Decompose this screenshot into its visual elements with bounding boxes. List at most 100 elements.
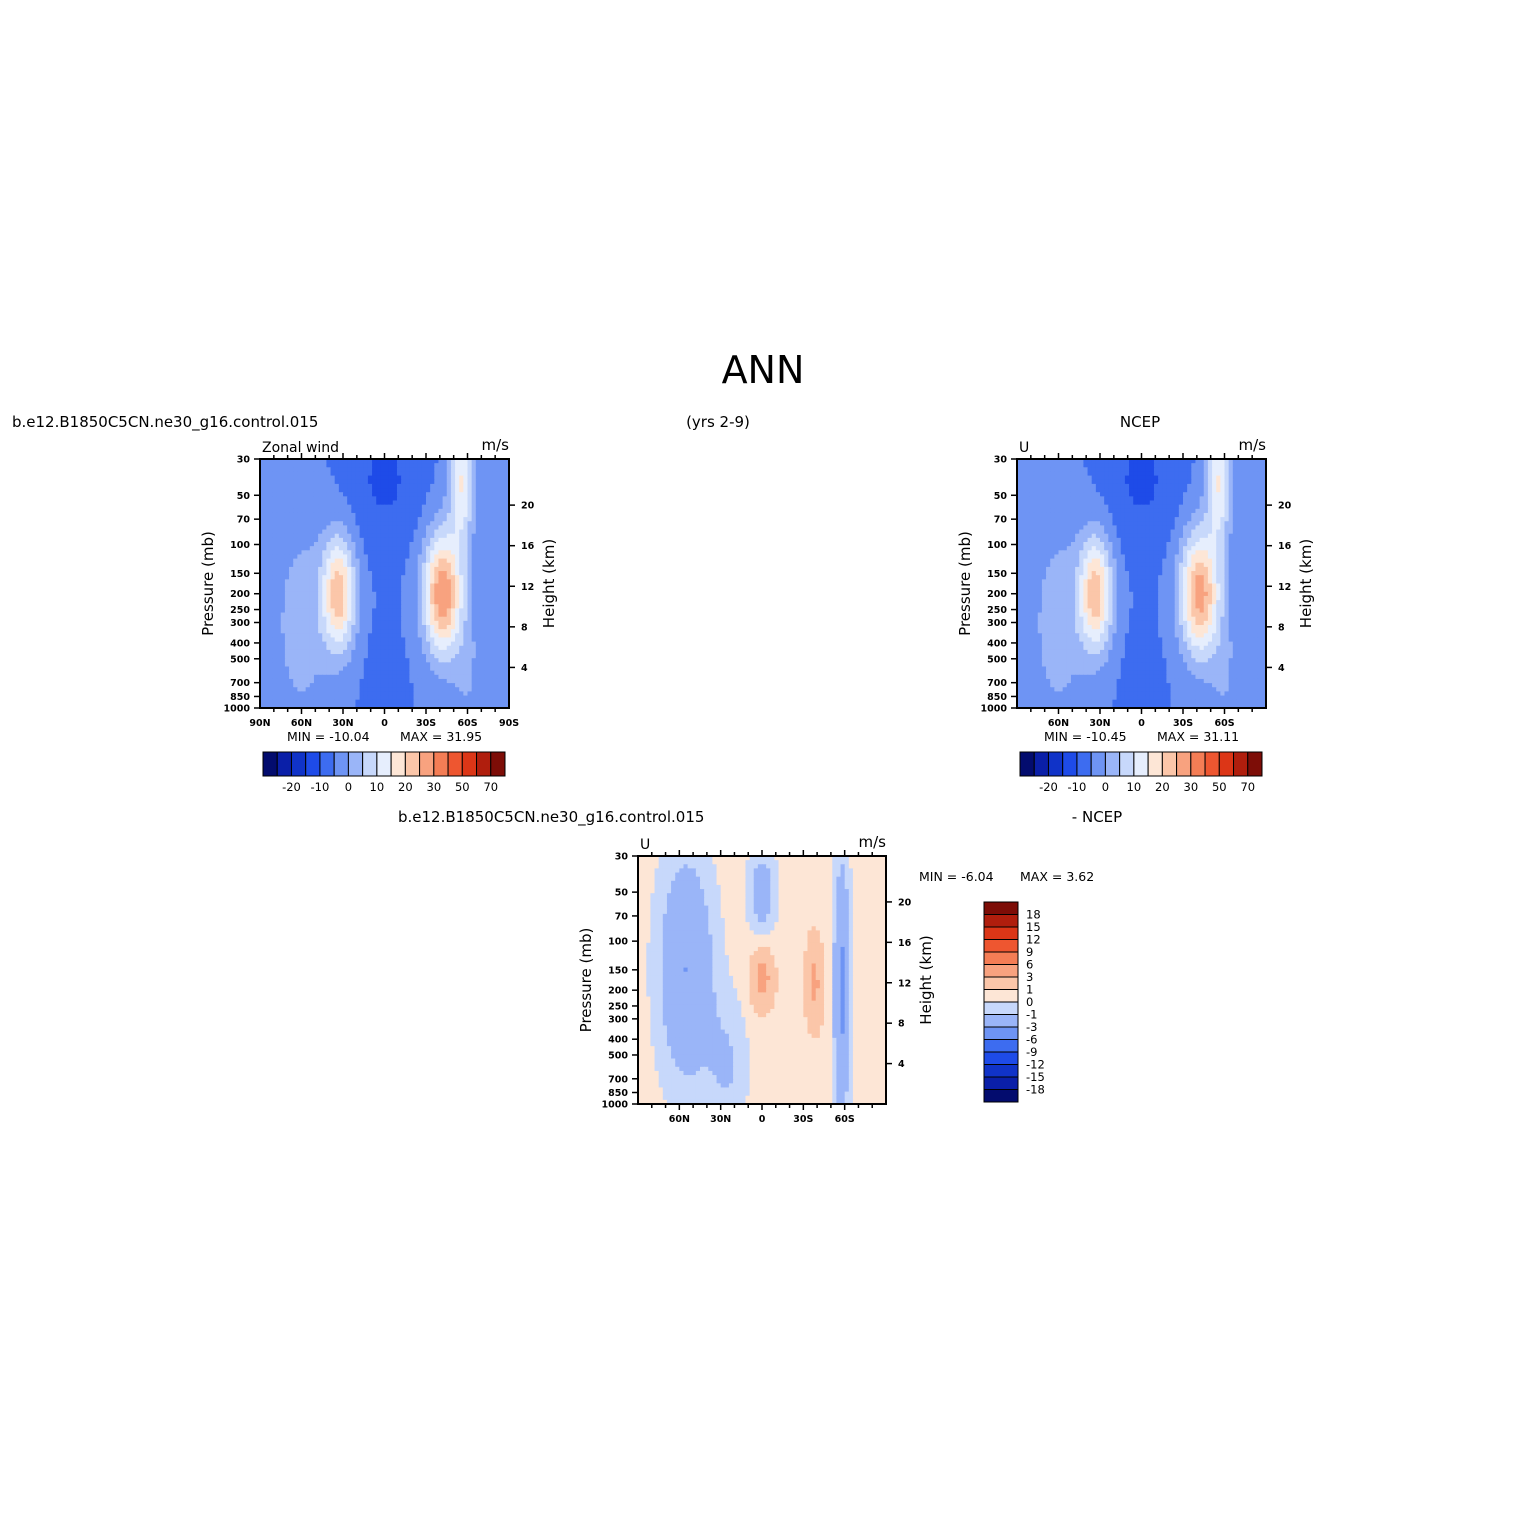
field-cell xyxy=(351,625,356,630)
field-cell xyxy=(331,530,336,535)
field-cell xyxy=(501,658,506,663)
field-cell xyxy=(476,501,481,506)
field-cell xyxy=(372,600,377,605)
field-cell xyxy=(414,608,419,613)
field-cell xyxy=(318,675,323,680)
field-cell xyxy=(331,629,336,634)
field-cell xyxy=(297,563,302,568)
field-cell xyxy=(297,484,302,489)
field-cell xyxy=(1254,463,1259,468)
field-cell xyxy=(434,658,439,663)
field-cell xyxy=(264,530,269,535)
field-cell xyxy=(1191,476,1196,481)
field-cell xyxy=(455,525,460,530)
field-cell xyxy=(380,530,385,535)
field-cell xyxy=(414,559,419,564)
field-cell xyxy=(438,633,443,638)
field-cell xyxy=(310,471,315,476)
field-cell xyxy=(302,480,307,485)
field-cell xyxy=(1117,509,1122,514)
field-cell xyxy=(355,642,360,647)
field-cell xyxy=(268,592,273,597)
field-cell xyxy=(418,600,423,605)
field-cell xyxy=(264,517,269,522)
field-cell xyxy=(443,621,448,626)
field-cell xyxy=(1071,488,1076,493)
field-cell xyxy=(451,642,456,647)
field-cell xyxy=(418,691,423,696)
field-cell xyxy=(476,637,481,642)
field-cell xyxy=(339,633,344,638)
x-tick-label: 60N xyxy=(291,718,312,729)
field-cell xyxy=(1241,505,1246,510)
field-cell xyxy=(443,521,448,526)
field-cell xyxy=(414,667,419,672)
field-cell xyxy=(418,579,423,584)
field-cell xyxy=(1208,488,1213,493)
field-cell xyxy=(343,525,348,530)
field-cell xyxy=(472,505,477,510)
field-cell xyxy=(497,471,502,476)
field-cell xyxy=(405,658,410,663)
field-cell xyxy=(310,546,315,551)
field-cell xyxy=(326,588,331,593)
field-cell xyxy=(1200,501,1205,506)
field-cell xyxy=(434,600,439,605)
field-cell xyxy=(364,488,369,493)
field-cell xyxy=(285,559,290,564)
field-cell xyxy=(1133,509,1138,514)
field-cell xyxy=(472,496,477,501)
field-cell xyxy=(1216,542,1221,547)
field-cell xyxy=(484,600,489,605)
field-cell xyxy=(1171,542,1176,547)
field-cell xyxy=(389,650,394,655)
field-cell xyxy=(302,471,307,476)
field-cell xyxy=(306,584,311,589)
field-cell xyxy=(322,637,327,642)
field-cell xyxy=(293,604,298,609)
field-cell xyxy=(355,496,360,501)
field-cell xyxy=(422,608,427,613)
field-cell xyxy=(1121,476,1126,481)
field-cell xyxy=(1075,501,1080,506)
field-cell xyxy=(1233,513,1238,518)
field-cell xyxy=(426,687,431,692)
field-cell xyxy=(1108,525,1113,530)
field-cell xyxy=(306,691,311,696)
field-cell xyxy=(468,538,473,543)
field-cell xyxy=(351,691,356,696)
field-cell xyxy=(430,484,435,489)
field-cell xyxy=(501,488,506,493)
field-cell xyxy=(1154,534,1159,539)
field-cell xyxy=(289,617,294,622)
field-cell xyxy=(476,621,481,626)
field-cell xyxy=(318,604,323,609)
field-cell xyxy=(306,467,311,472)
field-cell xyxy=(484,671,489,676)
field-cell xyxy=(351,571,356,576)
field-cell xyxy=(335,463,340,468)
field-cell xyxy=(451,496,456,501)
field-cell xyxy=(310,700,315,705)
field-cell xyxy=(372,613,377,618)
field-cell xyxy=(1129,505,1134,510)
field-cell xyxy=(289,559,294,564)
field-cell xyxy=(1171,476,1176,481)
field-cell xyxy=(364,521,369,526)
field-cell xyxy=(1212,513,1217,518)
field-cell xyxy=(351,584,356,589)
field-cell xyxy=(1108,476,1113,481)
field-cell xyxy=(1258,505,1263,510)
field-cell xyxy=(360,554,365,559)
field-cell xyxy=(434,480,439,485)
field-cell xyxy=(1083,484,1088,489)
field-cell xyxy=(272,696,277,701)
field-cell xyxy=(418,687,423,692)
field-cell xyxy=(501,480,506,485)
field-cell xyxy=(380,563,385,568)
field-cell xyxy=(1021,467,1026,472)
field-cell xyxy=(468,575,473,580)
field-cell xyxy=(326,530,331,535)
field-cell xyxy=(1212,509,1217,514)
field-cell xyxy=(463,588,468,593)
